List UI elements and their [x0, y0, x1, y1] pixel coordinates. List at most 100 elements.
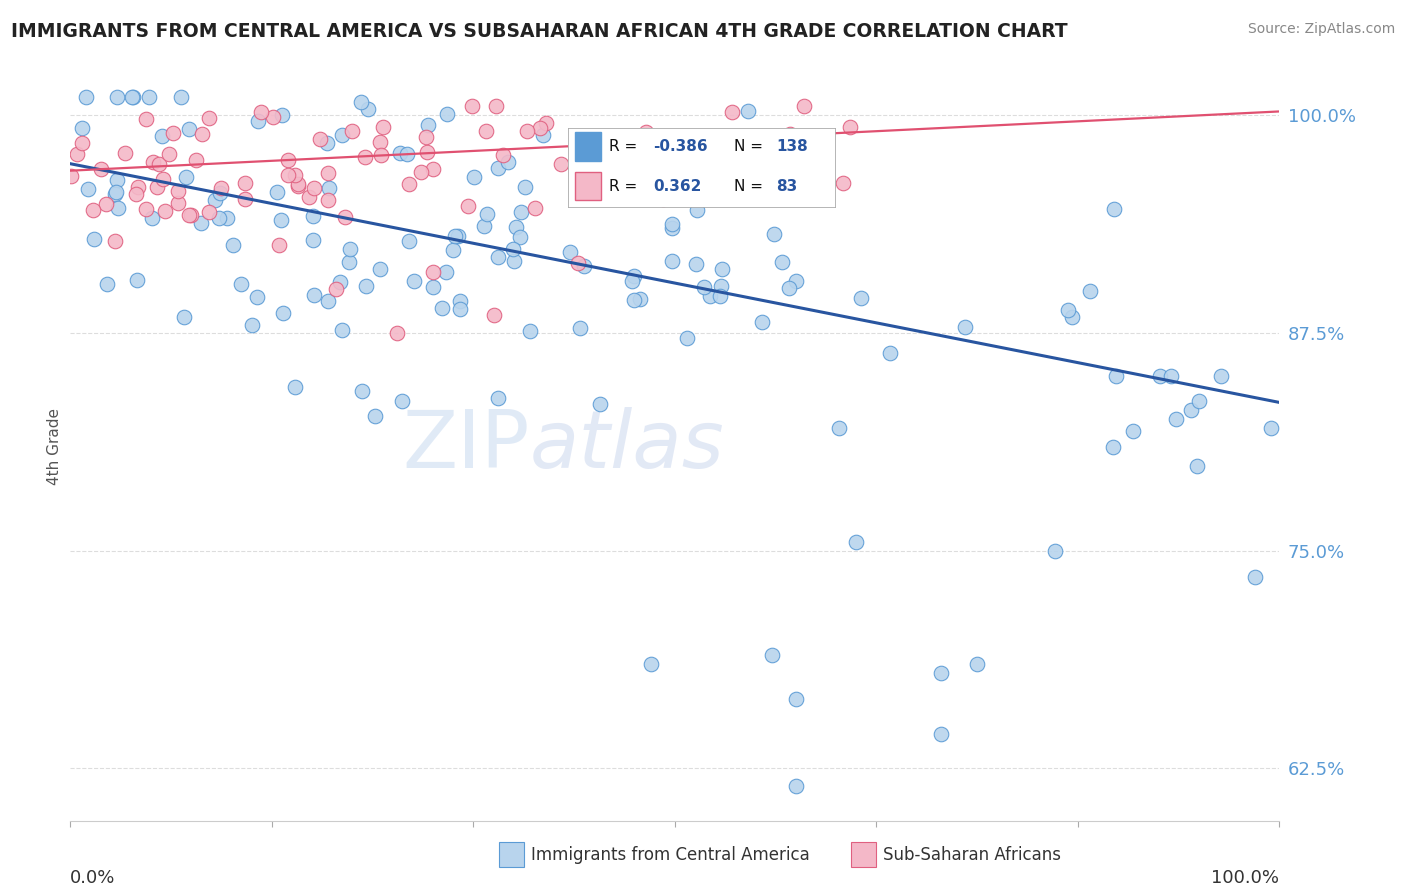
Point: [186, 153, 208, 168]
Point: [146, 179, 169, 194]
Point: [686, 203, 709, 218]
Point: [661, 220, 683, 235]
Point: [754, 136, 776, 150]
Point: [1149, 369, 1171, 384]
Point: [502, 242, 524, 256]
Point: [510, 205, 533, 219]
Point: [173, 310, 195, 324]
Point: [651, 192, 673, 206]
Point: [505, 220, 527, 235]
Point: [316, 136, 339, 150]
Point: [695, 131, 717, 145]
Point: [318, 181, 340, 195]
Point: [460, 99, 482, 113]
Point: [519, 324, 541, 338]
Point: [751, 315, 773, 329]
Point: [513, 179, 536, 194]
Point: [422, 279, 444, 293]
Point: [441, 243, 464, 257]
Point: [174, 170, 197, 185]
Point: [104, 186, 127, 201]
Point: [198, 205, 221, 219]
Point: [966, 657, 988, 671]
Point: [77, 182, 100, 196]
Point: [600, 159, 623, 173]
Point: [1078, 285, 1101, 299]
Point: [929, 665, 952, 680]
Point: [105, 185, 128, 199]
Point: [550, 157, 572, 171]
Point: [96, 277, 118, 291]
Point: [770, 255, 793, 269]
Point: [357, 102, 380, 116]
Point: [475, 124, 498, 138]
Point: [1244, 570, 1267, 584]
Point: [1122, 424, 1144, 438]
Point: [693, 279, 716, 293]
Point: [340, 123, 363, 137]
Point: [828, 421, 851, 435]
Point: [661, 254, 683, 268]
Point: [636, 124, 658, 138]
Point: [398, 235, 420, 249]
Point: [418, 118, 440, 132]
Point: [652, 154, 675, 169]
Point: [472, 219, 495, 234]
Point: [354, 151, 377, 165]
Point: [1185, 459, 1208, 474]
Bar: [575, 132, 602, 161]
Point: [621, 274, 644, 288]
Point: [485, 99, 508, 113]
Point: [364, 409, 387, 424]
Point: [534, 116, 557, 130]
Point: [492, 148, 515, 162]
Point: [434, 265, 457, 279]
Y-axis label: 4th Grade: 4th Grade: [46, 408, 62, 484]
Point: [785, 779, 807, 793]
Point: [845, 534, 868, 549]
Point: [651, 131, 673, 145]
Point: [222, 237, 245, 252]
Text: 83: 83: [776, 178, 797, 194]
Point: [325, 282, 347, 296]
Point: [233, 192, 256, 206]
Point: [602, 146, 624, 161]
Point: [180, 208, 202, 222]
Point: [529, 120, 551, 135]
Point: [721, 104, 744, 119]
Point: [568, 321, 591, 335]
Point: [350, 95, 373, 109]
Point: [447, 228, 470, 243]
Point: [762, 227, 785, 241]
Point: [567, 256, 589, 270]
Text: Immigrants from Central America: Immigrants from Central America: [531, 847, 810, 864]
Point: [135, 112, 157, 126]
Point: [640, 657, 662, 671]
Text: N =: N =: [734, 178, 768, 194]
Point: [316, 166, 339, 180]
Point: [197, 111, 219, 125]
Point: [270, 213, 292, 227]
Text: R =: R =: [609, 139, 643, 154]
Point: [1057, 302, 1080, 317]
Text: 0.0%: 0.0%: [70, 870, 115, 888]
Point: [304, 181, 326, 195]
Point: [676, 331, 699, 345]
Point: [329, 275, 352, 289]
Point: [449, 302, 471, 317]
Point: [398, 178, 420, 192]
Point: [432, 301, 454, 315]
Point: [287, 178, 309, 193]
Point: [623, 269, 645, 284]
Point: [60, 169, 83, 184]
Point: [486, 250, 509, 264]
Point: [90, 162, 112, 177]
Point: [477, 207, 499, 221]
Point: [396, 147, 419, 161]
Point: [416, 145, 439, 160]
Point: [127, 272, 149, 286]
Point: [124, 186, 146, 201]
Point: [1209, 369, 1232, 384]
Point: [298, 190, 321, 204]
Point: [486, 161, 509, 175]
